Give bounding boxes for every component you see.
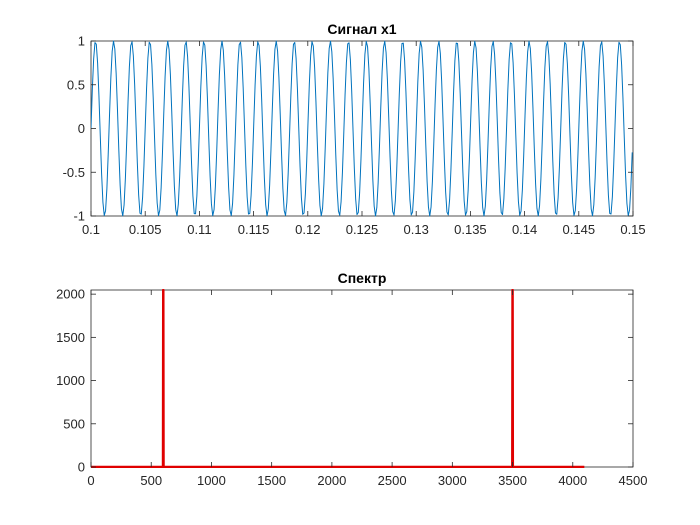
x-tick-label: 4000 bbox=[558, 473, 587, 488]
series-line-1 bbox=[91, 40, 633, 217]
y-tick-label: 0.5 bbox=[67, 77, 85, 92]
chart-title: Сигнал x1 bbox=[327, 21, 396, 37]
y-tick-label: 0 bbox=[78, 121, 85, 136]
x-tick-label: 3000 bbox=[438, 473, 467, 488]
x-tick-label: 3500 bbox=[498, 473, 527, 488]
y-tick-label: 500 bbox=[63, 416, 85, 431]
x-tick-label: 0.11 bbox=[187, 222, 211, 237]
x-tick-label: 0.1 bbox=[82, 222, 100, 237]
x-tick-label: 0.115 bbox=[238, 222, 270, 237]
y-tick-label: 2000 bbox=[56, 287, 85, 302]
x-tick-label: 0.125 bbox=[346, 222, 379, 237]
y-tick-label: 0 bbox=[78, 460, 85, 475]
x-tick-label: 1000 bbox=[197, 473, 226, 488]
axes-box bbox=[90, 289, 634, 468]
x-tick-label: 0.13 bbox=[404, 222, 429, 237]
chart-title: Спектр bbox=[338, 270, 387, 286]
y-tick-label: 1500 bbox=[56, 330, 85, 345]
y-tick-label: -0.5 bbox=[63, 165, 85, 180]
x-tick-label: 0.105 bbox=[129, 222, 162, 237]
y-tick-label: 1 bbox=[78, 34, 85, 49]
y-tick-label: 1000 bbox=[56, 373, 85, 388]
series-line-1 bbox=[91, 289, 585, 468]
x-tick-label: 0.135 bbox=[454, 222, 487, 237]
x-tick-label: 0.12 bbox=[295, 222, 320, 237]
x-tick-label: 0.14 bbox=[512, 222, 537, 237]
x-tick-label: 2500 bbox=[378, 473, 407, 488]
x-tick-label: 500 bbox=[140, 473, 162, 488]
y-tick-label: -1 bbox=[73, 209, 85, 224]
x-tick-label: 4500 bbox=[619, 473, 648, 488]
x-tick-label: 0.145 bbox=[563, 222, 596, 237]
x-tick-label: 2000 bbox=[317, 473, 346, 488]
subplot-2: 0 500 1000 1500 2000 2500 3000 3500 4000 4500 0 500… bbox=[56, 270, 647, 488]
subplot-1: 0.1 0.105 0.11 0.115 0.12 0.125 0.13 0.135 0.14 0… bbox=[63, 21, 646, 237]
x-tick-label: 0 bbox=[87, 473, 94, 488]
x-tick-label: 1500 bbox=[257, 473, 286, 488]
x-tick-label: 0.15 bbox=[620, 222, 645, 237]
